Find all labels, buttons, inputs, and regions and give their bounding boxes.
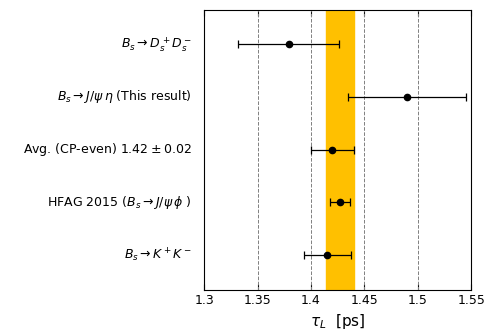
Text: $B_s \rightarrow K^+ K^-$: $B_s \rightarrow K^+ K^-$ bbox=[124, 246, 192, 264]
X-axis label: $\tau_L$  [ps]: $\tau_L$ [ps] bbox=[310, 312, 365, 329]
Text: $B_s \rightarrow D_s^+ D_s^-$: $B_s \rightarrow D_s^+ D_s^-$ bbox=[121, 35, 192, 54]
Text: Avg. (CP-even) $1.42 \pm 0.02$: Avg. (CP-even) $1.42 \pm 0.02$ bbox=[23, 141, 192, 158]
Text: HFAG 2015 ($B_s \rightarrow J/\psi\, \phi$ ): HFAG 2015 ($B_s \rightarrow J/\psi\, \ph… bbox=[48, 194, 192, 211]
Text: $B_s \rightarrow J/\psi\, \eta$ (This result): $B_s \rightarrow J/\psi\, \eta$ (This re… bbox=[57, 89, 192, 105]
Bar bbox=[326, 10, 354, 290]
